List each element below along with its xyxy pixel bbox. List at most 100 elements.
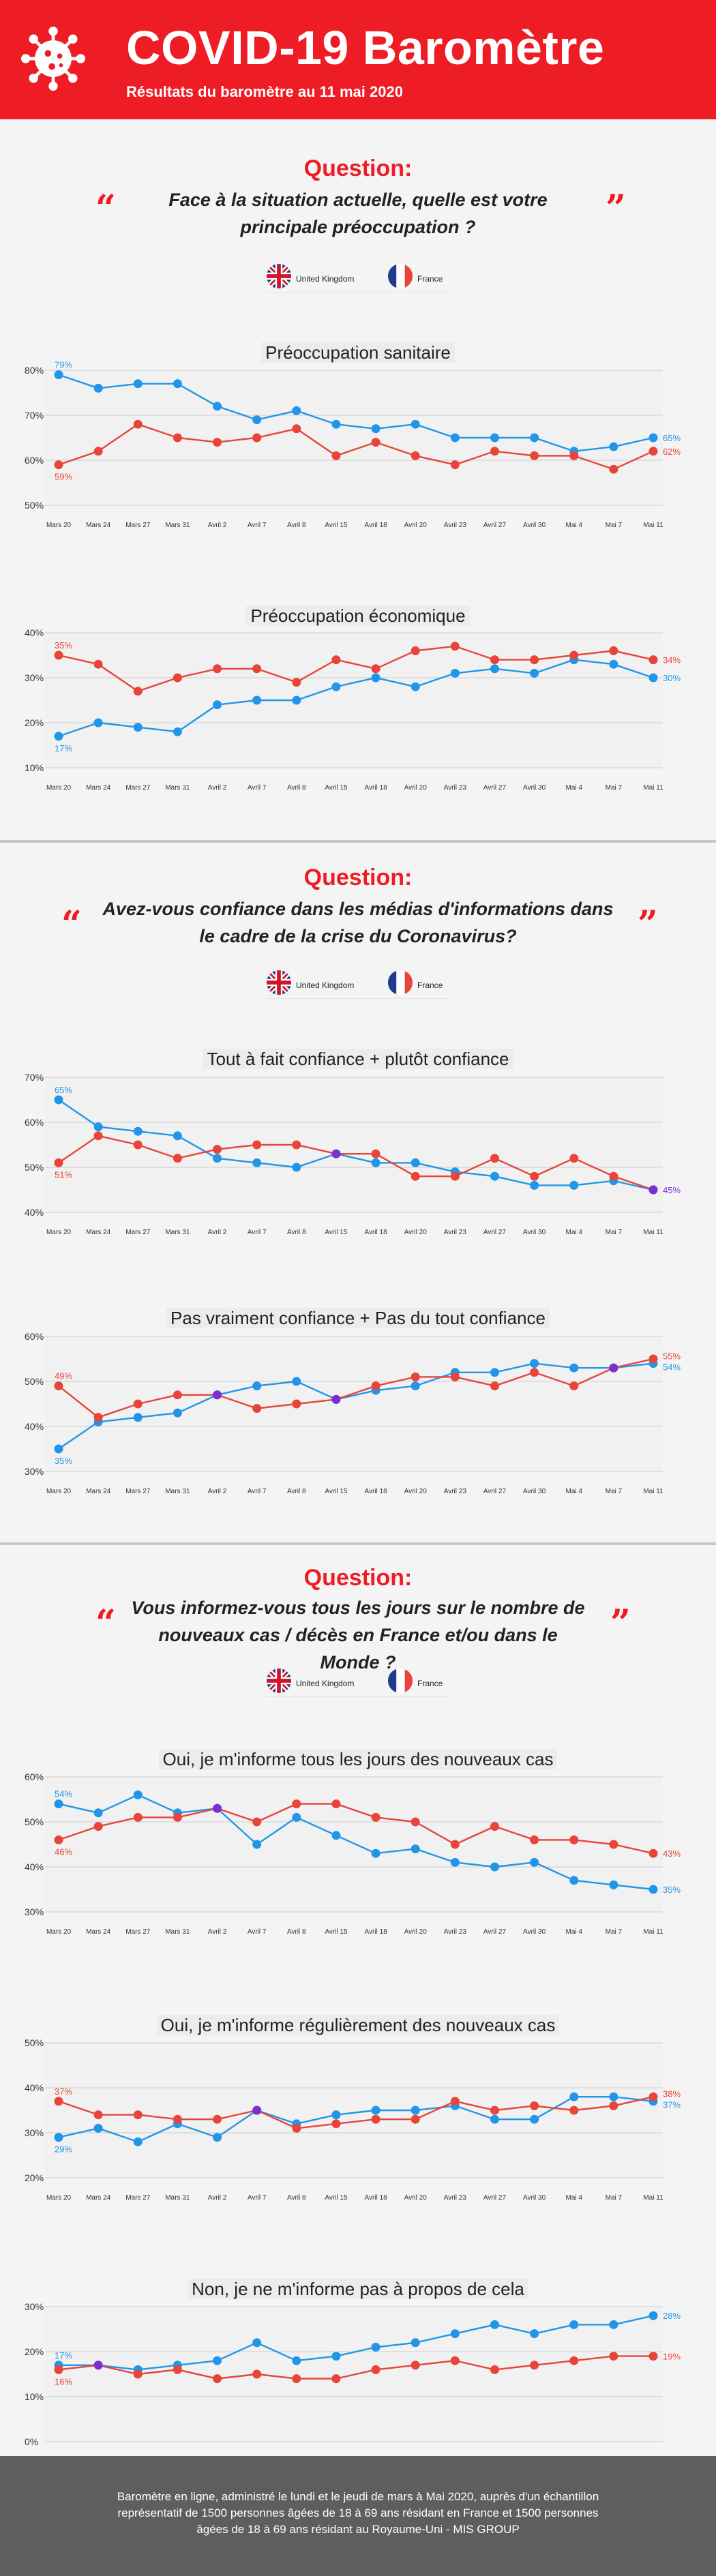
data-point bbox=[648, 2092, 658, 2101]
data-label: 30% bbox=[663, 673, 681, 683]
y-tick-label: 20% bbox=[25, 2346, 44, 2357]
x-tick-label: Mars 24 bbox=[86, 522, 111, 529]
data-label: 16% bbox=[55, 2376, 72, 2386]
y-tick-label: 60% bbox=[25, 1117, 44, 1128]
chart-title-4: Pas vraiment confiance + Pas du tout con… bbox=[0, 1308, 716, 1329]
data-point bbox=[173, 2114, 182, 2124]
data-point bbox=[371, 2365, 381, 2374]
x-tick-label: Mars 20 bbox=[46, 2194, 72, 2202]
data-point bbox=[292, 1399, 301, 1409]
x-tick-label: Mars 27 bbox=[125, 522, 151, 529]
data-point bbox=[292, 1140, 301, 1150]
data-point bbox=[292, 2123, 301, 2133]
x-tick-label: Avril 8 bbox=[287, 522, 306, 529]
data-point bbox=[93, 2110, 103, 2120]
series-line bbox=[58, 659, 654, 737]
data-point bbox=[133, 1399, 143, 1409]
data-point bbox=[331, 2119, 341, 2129]
x-tick-label: Mars 27 bbox=[125, 2194, 151, 2202]
footer: Baromètre en ligne, administré le lundi … bbox=[0, 2456, 716, 2576]
data-point bbox=[490, 2106, 499, 2115]
data-point bbox=[411, 1171, 420, 1181]
data-point bbox=[331, 1394, 341, 1404]
data-point bbox=[133, 2110, 143, 2120]
data-label: 59% bbox=[55, 472, 72, 482]
data-point bbox=[54, 1381, 63, 1391]
data-point bbox=[133, 2137, 143, 2146]
section-divider bbox=[0, 1542, 716, 1545]
data-point bbox=[648, 2352, 658, 2361]
data-point bbox=[411, 451, 420, 460]
x-tick-label: Avril 15 bbox=[325, 1229, 348, 1236]
x-tick-label: Avril 18 bbox=[364, 1229, 387, 1236]
data-point bbox=[569, 2320, 579, 2329]
data-point bbox=[648, 673, 658, 683]
x-tick-label: Mars 20 bbox=[46, 1928, 72, 1936]
data-point bbox=[213, 1145, 222, 1154]
data-point bbox=[371, 664, 381, 674]
data-point bbox=[54, 1444, 63, 1454]
chart-title-7: Non, je ne m'informe pas à propos de cel… bbox=[0, 2279, 716, 2300]
data-point bbox=[450, 2356, 460, 2365]
data-point bbox=[292, 2374, 301, 2384]
x-tick-label: Avril 8 bbox=[287, 1488, 306, 1495]
data-point bbox=[213, 2114, 222, 2124]
x-tick-label: Avril 2 bbox=[208, 522, 227, 529]
data-point bbox=[252, 1840, 262, 1849]
x-tick-label: Mars 31 bbox=[165, 2194, 190, 2202]
x-tick-label: Mai 7 bbox=[606, 522, 623, 529]
data-point bbox=[331, 1799, 341, 1809]
data-point bbox=[252, 1140, 262, 1150]
data-label: 37% bbox=[663, 2100, 681, 2110]
data-point bbox=[569, 650, 579, 660]
data-point bbox=[490, 2320, 499, 2329]
x-tick-label: Avril 7 bbox=[248, 522, 267, 529]
y-tick-label: 40% bbox=[25, 1421, 44, 1432]
data-point bbox=[93, 1822, 103, 1831]
data-point bbox=[252, 1381, 262, 1391]
footer-text: Baromètre en ligne, administré le lundi … bbox=[117, 2490, 599, 2536]
question-text-3: Vous informez-vous tous les jours sur le… bbox=[131, 1598, 585, 1673]
data-point bbox=[173, 673, 182, 683]
data-point bbox=[133, 1413, 143, 1422]
data-point bbox=[609, 464, 618, 474]
data-point bbox=[54, 650, 63, 660]
data-point bbox=[173, 727, 182, 736]
x-tick-label: Mars 24 bbox=[86, 1488, 111, 1495]
x-tick-label: Avril 15 bbox=[325, 1928, 348, 1936]
data-point bbox=[411, 1844, 420, 1854]
data-point bbox=[490, 1171, 499, 1181]
y-tick-label: 50% bbox=[25, 500, 44, 511]
data-point bbox=[609, 2352, 618, 2361]
data-point bbox=[371, 2342, 381, 2352]
data-point bbox=[331, 1149, 341, 1158]
data-point bbox=[411, 646, 420, 655]
x-tick-label: Avril 30 bbox=[523, 1229, 546, 1236]
data-point bbox=[292, 678, 301, 687]
data-point bbox=[648, 433, 658, 443]
data-point bbox=[331, 1831, 341, 1840]
y-tick-label: 10% bbox=[25, 2391, 44, 2402]
data-point bbox=[173, 1390, 182, 1400]
data-point bbox=[530, 1180, 539, 1190]
y-tick-label: 50% bbox=[25, 1162, 44, 1173]
x-tick-label: Mars 31 bbox=[165, 1928, 190, 1936]
data-point bbox=[569, 1876, 579, 1885]
virus-icon bbox=[20, 26, 86, 91]
chart-confiance: 40% 50% 60% 70% Mars 20 Mars 24 Mars 27 Mars 31… bbox=[25, 1072, 681, 1236]
data-point bbox=[292, 1377, 301, 1386]
data-point bbox=[213, 1154, 222, 1163]
x-tick-label: Avril 8 bbox=[287, 1928, 306, 1936]
data-point bbox=[569, 2356, 579, 2365]
x-tick-label: Avril 2 bbox=[208, 2194, 227, 2202]
x-tick-label: Mai 4 bbox=[566, 784, 583, 792]
data-point bbox=[213, 438, 222, 447]
data-label: 35% bbox=[55, 640, 72, 650]
data-label: 17% bbox=[55, 743, 72, 753]
data-point bbox=[371, 1149, 381, 1158]
data-point bbox=[133, 2369, 143, 2379]
x-tick-label: Avril 27 bbox=[483, 1928, 507, 1936]
data-point bbox=[411, 2106, 420, 2115]
data-point bbox=[292, 2356, 301, 2365]
legend-fr-label: France bbox=[417, 1679, 443, 1688]
